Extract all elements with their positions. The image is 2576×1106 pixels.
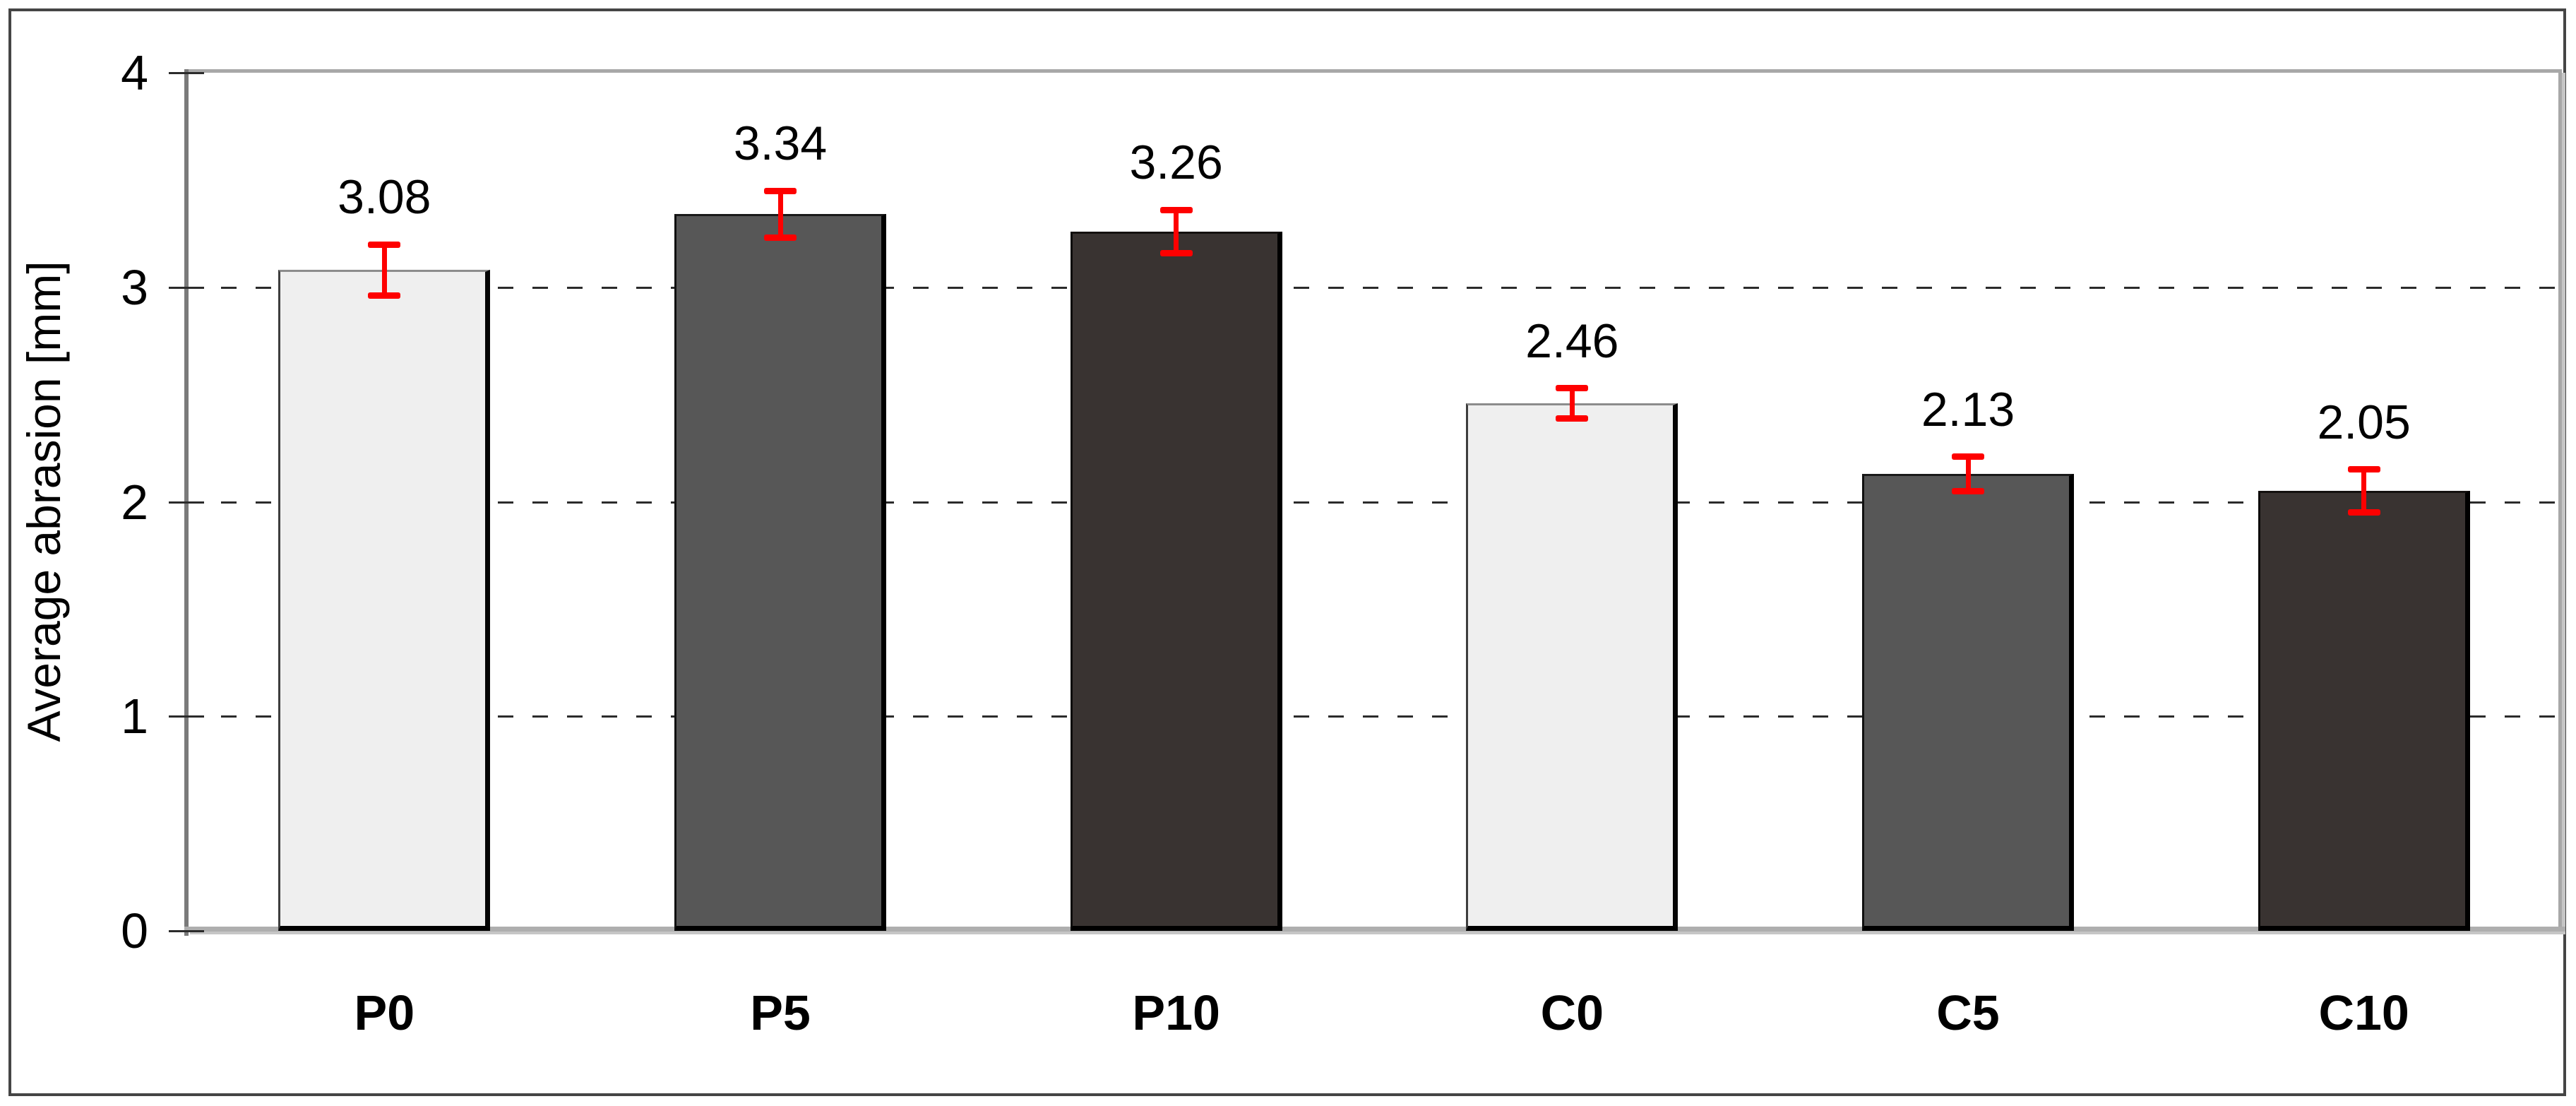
- category-label-C10: C10: [2318, 985, 2409, 1040]
- category-label-C0: C0: [1540, 985, 1604, 1040]
- category-label-P5: P5: [750, 985, 811, 1040]
- y-tick-label-3: 3: [121, 259, 148, 315]
- value-label-C10: 2.05: [2317, 395, 2411, 449]
- error-bar-stem-C10: [2361, 469, 2367, 513]
- bar-P5: [674, 214, 886, 931]
- error-bar-stem-P5: [777, 191, 783, 238]
- bar-P10: [1070, 231, 1282, 931]
- y-tick-2: [169, 501, 204, 504]
- value-label-C0: 2.46: [1525, 314, 1619, 368]
- bar-C0: [1466, 403, 1678, 931]
- bar-P0: [278, 270, 491, 931]
- error-bar-bottom-cap-C0: [1556, 415, 1589, 422]
- error-bar-top-cap-C0: [1556, 385, 1589, 391]
- error-bar-stem-P0: [381, 244, 387, 296]
- y-tick-4: [169, 72, 204, 74]
- value-label-P5: 3.34: [733, 117, 828, 171]
- category-label-C5: C5: [1936, 985, 2000, 1040]
- gridline-2: [186, 501, 2562, 504]
- category-label-P0: P0: [354, 985, 415, 1040]
- error-bar-bottom-cap-C5: [1952, 487, 1984, 494]
- y-tick-label-4: 4: [121, 45, 148, 100]
- y-tick-3: [169, 286, 204, 289]
- category-label-P10: P10: [1132, 985, 1220, 1040]
- y-tick-label-0: 0: [121, 903, 148, 958]
- error-bar-top-cap-C10: [2347, 466, 2380, 473]
- error-bar-stem-C0: [1569, 388, 1575, 419]
- plot-border: [186, 69, 2562, 931]
- gridline-3: [186, 286, 2562, 289]
- error-bar-top-cap-P10: [1159, 206, 1193, 213]
- y-tick-label-1: 1: [121, 689, 148, 744]
- error-bar-bottom-cap-P0: [368, 292, 401, 299]
- bar-C5: [1862, 474, 2074, 931]
- value-label-C5: 2.13: [1921, 382, 2015, 436]
- bar-C10: [2258, 491, 2470, 931]
- error-bar-top-cap-C5: [1952, 453, 1984, 460]
- error-bar-stem-P10: [1174, 210, 1179, 254]
- error-bar-top-cap-P5: [764, 187, 797, 194]
- y-tick-label-2: 2: [121, 474, 148, 530]
- error-bar-bottom-cap-P10: [1159, 249, 1193, 256]
- y-tick-0: [169, 930, 204, 932]
- y-tick-1: [169, 715, 204, 718]
- x-axis-line: [184, 927, 2565, 932]
- value-label-P0: 3.08: [338, 170, 431, 224]
- error-bar-bottom-cap-P5: [764, 234, 797, 242]
- value-label-P10: 3.26: [1129, 136, 1223, 190]
- error-bar-bottom-cap-C10: [2347, 509, 2380, 516]
- gridline-1: [186, 715, 2562, 718]
- error-bar-top-cap-P0: [368, 241, 401, 248]
- error-bar-stem-C5: [1965, 456, 1971, 492]
